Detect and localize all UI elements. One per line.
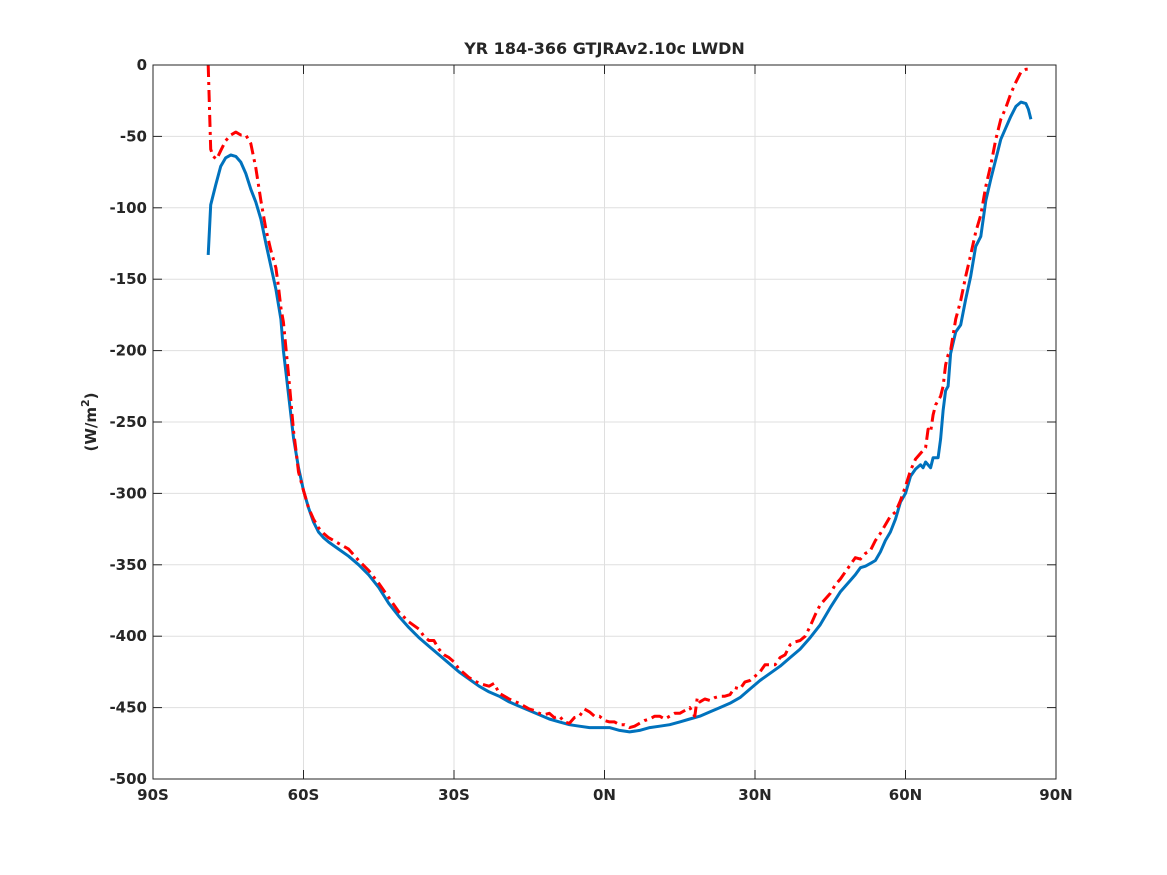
- x-tick-label: 60N: [889, 786, 922, 804]
- y-tick-label: -200: [109, 342, 147, 360]
- y-tick-label: -150: [109, 270, 147, 288]
- y-tick-label: -350: [109, 556, 147, 574]
- y-axis-label: (W/m2): [79, 392, 100, 451]
- y-tick-label: 0: [137, 56, 147, 74]
- y-axis-label-main: (W/m: [82, 407, 100, 452]
- y-tick-label: -400: [109, 627, 147, 645]
- y-tick-label: -300: [109, 484, 147, 502]
- x-tick-label: 60S: [288, 786, 320, 804]
- series-line-2: [206, 64, 1031, 730]
- x-tick-label: 90S: [137, 786, 169, 804]
- y-tick-label: -50: [120, 127, 147, 145]
- grid-lines: [152, 64, 1057, 780]
- x-tick-label: 30N: [738, 786, 771, 804]
- series-line-1: [206, 100, 1033, 734]
- chart-title: YR 184-366 GTJRAv2.10c LWDN: [463, 39, 745, 58]
- y-tick-label: -250: [109, 413, 147, 431]
- x-tick-label: 30S: [438, 786, 470, 804]
- x-tick-label: 0N: [593, 786, 616, 804]
- y-tick-label: -500: [109, 770, 147, 788]
- series-lines: [206, 64, 1033, 734]
- y-tick-label: -100: [109, 199, 147, 217]
- y-tick-label: -450: [109, 699, 147, 717]
- axis-ticks: 90S 60S 30S 0N 30N 60N 90N 0 -50 -100 -150 -200 -250…: [109, 56, 1072, 804]
- x-tick-label: 90N: [1039, 786, 1072, 804]
- y-axis-label-end: ): [82, 392, 100, 399]
- y-axis-label-superscript: 2: [79, 399, 92, 407]
